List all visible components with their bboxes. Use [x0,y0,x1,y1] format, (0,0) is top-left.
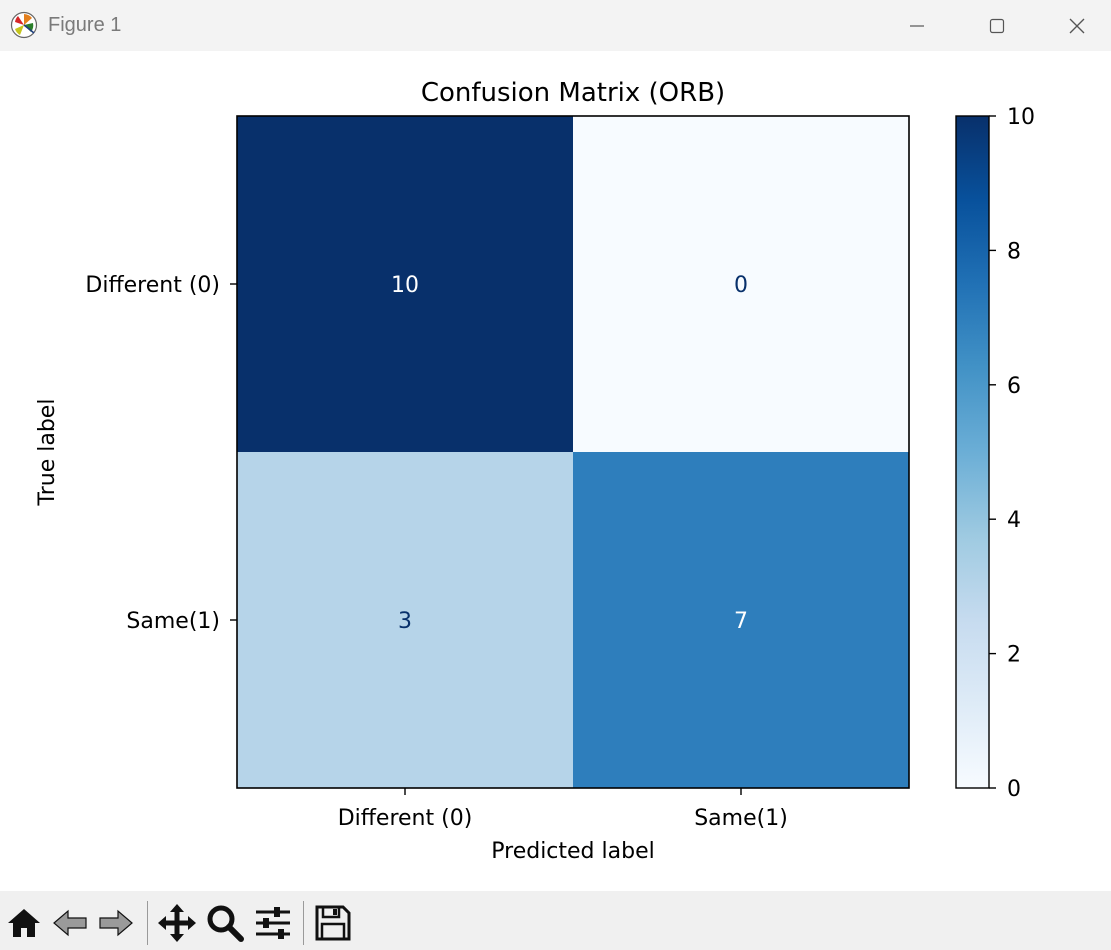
cell-value-label: 0 [734,273,748,298]
x-tick-label: Same(1) [694,806,788,831]
maximize-button[interactable] [957,0,1037,51]
forward-button[interactable] [96,903,136,943]
close-icon [1069,18,1085,33]
figure-canvas[interactable]: Confusion Matrix (ORB) 10 0 3 7 Different (… [0,51,1111,891]
home-icon [8,909,40,937]
cell-value-label: 3 [398,609,412,634]
minimize-icon [910,24,924,27]
matrix-cell [237,116,573,452]
minimize-button[interactable] [877,0,957,51]
window-titlebar: Figure 1 [0,0,1111,51]
x-axis-label: Predicted label [491,839,654,864]
colorbar-tick-label: 8 [1007,239,1021,264]
close-button[interactable] [1037,0,1111,51]
configure-subplots-button[interactable] [253,903,293,943]
matrix-cell [573,116,909,452]
y-tick-label: Same(1) [126,609,220,634]
forward-arrow-icon [99,909,133,937]
navigation-toolbar [0,891,1111,950]
pan-button[interactable] [157,903,197,943]
chart-title: Confusion Matrix (ORB) [421,78,725,108]
maximize-icon [989,18,1005,33]
confusion-matrix-chart: Confusion Matrix (ORB) 10 0 3 7 Different (… [35,78,1035,864]
toolbar-separator [303,901,304,945]
colorbar-tick-label: 6 [1007,374,1021,399]
colorbar-ticks: 0 2 4 6 8 10 [989,105,1035,802]
home-button[interactable] [4,903,44,943]
y-axis-label: True label [35,399,60,507]
x-axis-ticks: Different (0) Same(1) [338,788,788,831]
toolbar-separator [147,901,148,945]
cell-value-label: 10 [391,273,419,298]
cell-value-label: 7 [734,609,748,634]
y-axis-ticks: Different (0) Same(1) [85,273,237,634]
matplotlib-app-icon [10,11,38,39]
colorbar-tick-label: 0 [1007,777,1021,802]
matrix-cell [237,452,573,788]
floppy-disk-icon [315,905,351,941]
move-icon [158,904,196,942]
colorbar-tick-label: 10 [1007,105,1035,130]
y-tick-label: Different (0) [85,273,220,298]
magnifier-icon [207,905,244,942]
sliders-icon [256,907,290,939]
colorbar-tick-label: 2 [1007,643,1021,668]
x-tick-label: Different (0) [338,806,473,831]
matrix-frame [236,115,910,789]
matrix-cells: 10 0 3 7 [237,116,909,788]
save-figure-button[interactable] [313,903,353,943]
matrix-cell [573,452,909,788]
zoom-button[interactable] [205,903,245,943]
colorbar [955,115,990,789]
colorbar-tick-label: 4 [1007,508,1021,533]
back-button[interactable] [50,903,90,943]
back-arrow-icon [53,909,87,937]
window-title: Figure 1 [48,14,122,36]
